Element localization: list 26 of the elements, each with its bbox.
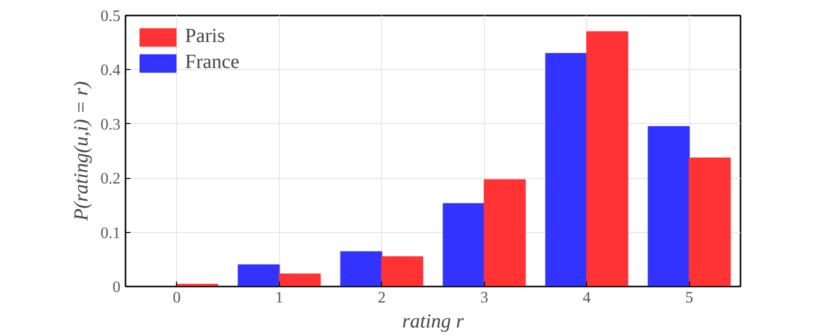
x-tick-label: 2 — [378, 290, 386, 306]
y-tick-label: 0.1 — [100, 224, 120, 242]
legend-label: Paris — [185, 25, 225, 48]
y-tick-label: 0 — [112, 279, 120, 296]
y-axis-title: P(rating(u,i) = r) — [70, 80, 92, 222]
bar — [238, 264, 280, 286]
bar — [545, 52, 588, 286]
x-tick-label: 3 — [480, 290, 488, 306]
bar — [442, 203, 485, 286]
bar — [586, 31, 628, 286]
bar — [381, 256, 424, 286]
bar — [278, 274, 321, 286]
y-tick-label: 0.5 — [100, 8, 120, 25]
y-tick-label: 0.2 — [100, 170, 120, 188]
bar — [648, 126, 690, 286]
x-axis-title: rating r — [402, 310, 464, 332]
x-tick-label: 1 — [275, 290, 284, 306]
bar — [484, 179, 526, 286]
bar — [340, 251, 382, 286]
x-tick-label: 0 — [172, 290, 181, 306]
legend-label: France — [185, 51, 240, 74]
y-tick-label: 0.3 — [100, 116, 120, 134]
y-tick-label: 0.4 — [100, 62, 120, 80]
x-tick-label: 4 — [582, 290, 591, 306]
bar — [688, 158, 731, 286]
x-tick-label: 5 — [685, 290, 694, 306]
